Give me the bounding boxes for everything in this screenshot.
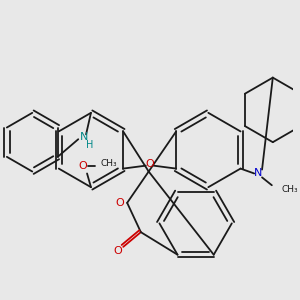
Text: H: H xyxy=(86,140,94,150)
Text: CH₃: CH₃ xyxy=(101,159,117,168)
Text: O: O xyxy=(145,159,154,169)
Text: CH₃: CH₃ xyxy=(282,184,298,194)
Text: N: N xyxy=(80,132,88,142)
Text: O: O xyxy=(113,246,122,256)
Text: O: O xyxy=(79,160,88,171)
Text: N: N xyxy=(254,169,262,178)
Text: O: O xyxy=(115,198,124,208)
